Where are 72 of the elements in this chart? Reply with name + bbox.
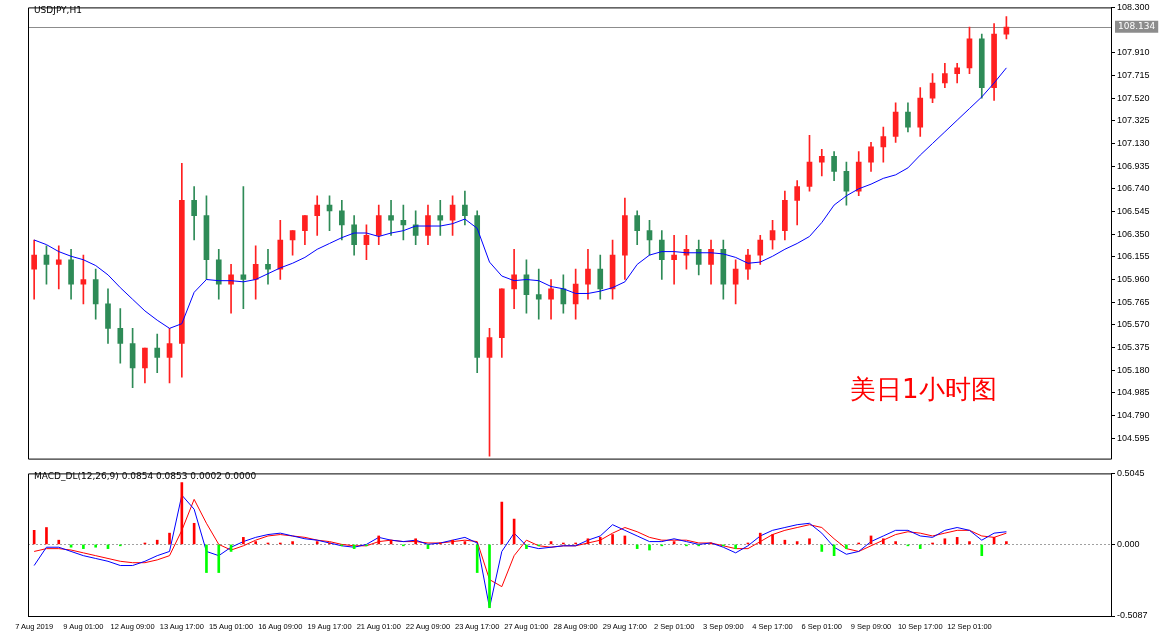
y-tick-label: 107.910 (1117, 47, 1150, 58)
candlestick (818, 148, 825, 177)
y-tick-label: 104.595 (1117, 432, 1150, 443)
y-tick-label: 107.715 (1117, 69, 1150, 80)
candlestick (55, 245, 62, 290)
candlestick (535, 268, 542, 320)
y-tick-label: 105.570 (1117, 319, 1150, 330)
y-tick-label: 107.325 (1117, 115, 1150, 126)
bar (155, 539, 159, 545)
y-tick-label: 104.790 (1117, 410, 1150, 421)
bar (845, 544, 848, 549)
bar (918, 544, 922, 549)
y-tick-label: 105.960 (1117, 274, 1150, 284)
bar (894, 541, 897, 545)
y-tick-label: 106.740 (1117, 183, 1150, 194)
bar (1005, 541, 1008, 545)
bar (525, 544, 528, 549)
y-tick-label: 104.985 (1117, 387, 1150, 398)
y-tick-label: 107.520 (1117, 92, 1150, 103)
y-tick-label: 105.765 (1117, 296, 1150, 307)
candlestick (265, 248, 271, 285)
candlestick (314, 195, 321, 236)
y-tick-label: 105.375 (1117, 342, 1150, 353)
bar (451, 539, 454, 545)
candlestick (511, 248, 517, 309)
y-tick-label: 0.5045 (1117, 467, 1145, 478)
bar (205, 544, 208, 573)
bar (377, 535, 381, 545)
bar (291, 541, 294, 545)
bar (881, 538, 885, 545)
y-tick-label: 106.350 (1117, 228, 1150, 239)
bar (168, 532, 171, 545)
chart-title: MACD_DL(12,26,9) 0.0854 0.0853 0.0002 0.0000 (34, 471, 257, 481)
y-tick-label: 105.180 (1117, 364, 1150, 375)
bar (795, 541, 799, 545)
y-tick-label: 107.130 (1117, 137, 1150, 148)
y-tick-label: 106.155 (1117, 251, 1150, 262)
bar (414, 538, 417, 545)
bar (980, 544, 984, 556)
chart-title: USDJPY,H1 (34, 5, 82, 15)
bar (598, 537, 602, 545)
bar (217, 544, 221, 573)
y-tick-label: 0.000 (1117, 538, 1140, 549)
bar (254, 541, 258, 545)
bar (94, 544, 98, 548)
bar (500, 501, 504, 545)
candlestick (388, 200, 394, 236)
bar (315, 541, 319, 545)
bar (611, 534, 614, 545)
bar (968, 541, 971, 545)
y-tick-label: 108.300 (1117, 1, 1150, 12)
annotation: 美日1小时图 (850, 373, 997, 406)
bar (808, 538, 811, 545)
bar (488, 544, 491, 609)
bar (475, 544, 479, 573)
bar (758, 532, 762, 545)
bar (57, 539, 61, 545)
bar (734, 544, 737, 549)
candlestick (671, 235, 677, 285)
y-tick-label: 106.935 (1117, 160, 1150, 171)
bar (242, 537, 245, 545)
y-tick-label: 106.545 (1117, 205, 1150, 216)
ref-line-label: 108.134 (1118, 21, 1156, 32)
bar (82, 544, 85, 549)
bar (45, 527, 48, 545)
bar (771, 534, 774, 545)
bar (648, 544, 651, 551)
candlestick (437, 200, 444, 236)
y-tick-label: -0.5087 (1117, 610, 1148, 621)
bar (635, 544, 639, 549)
candlestick (31, 239, 37, 300)
bar (820, 544, 824, 552)
